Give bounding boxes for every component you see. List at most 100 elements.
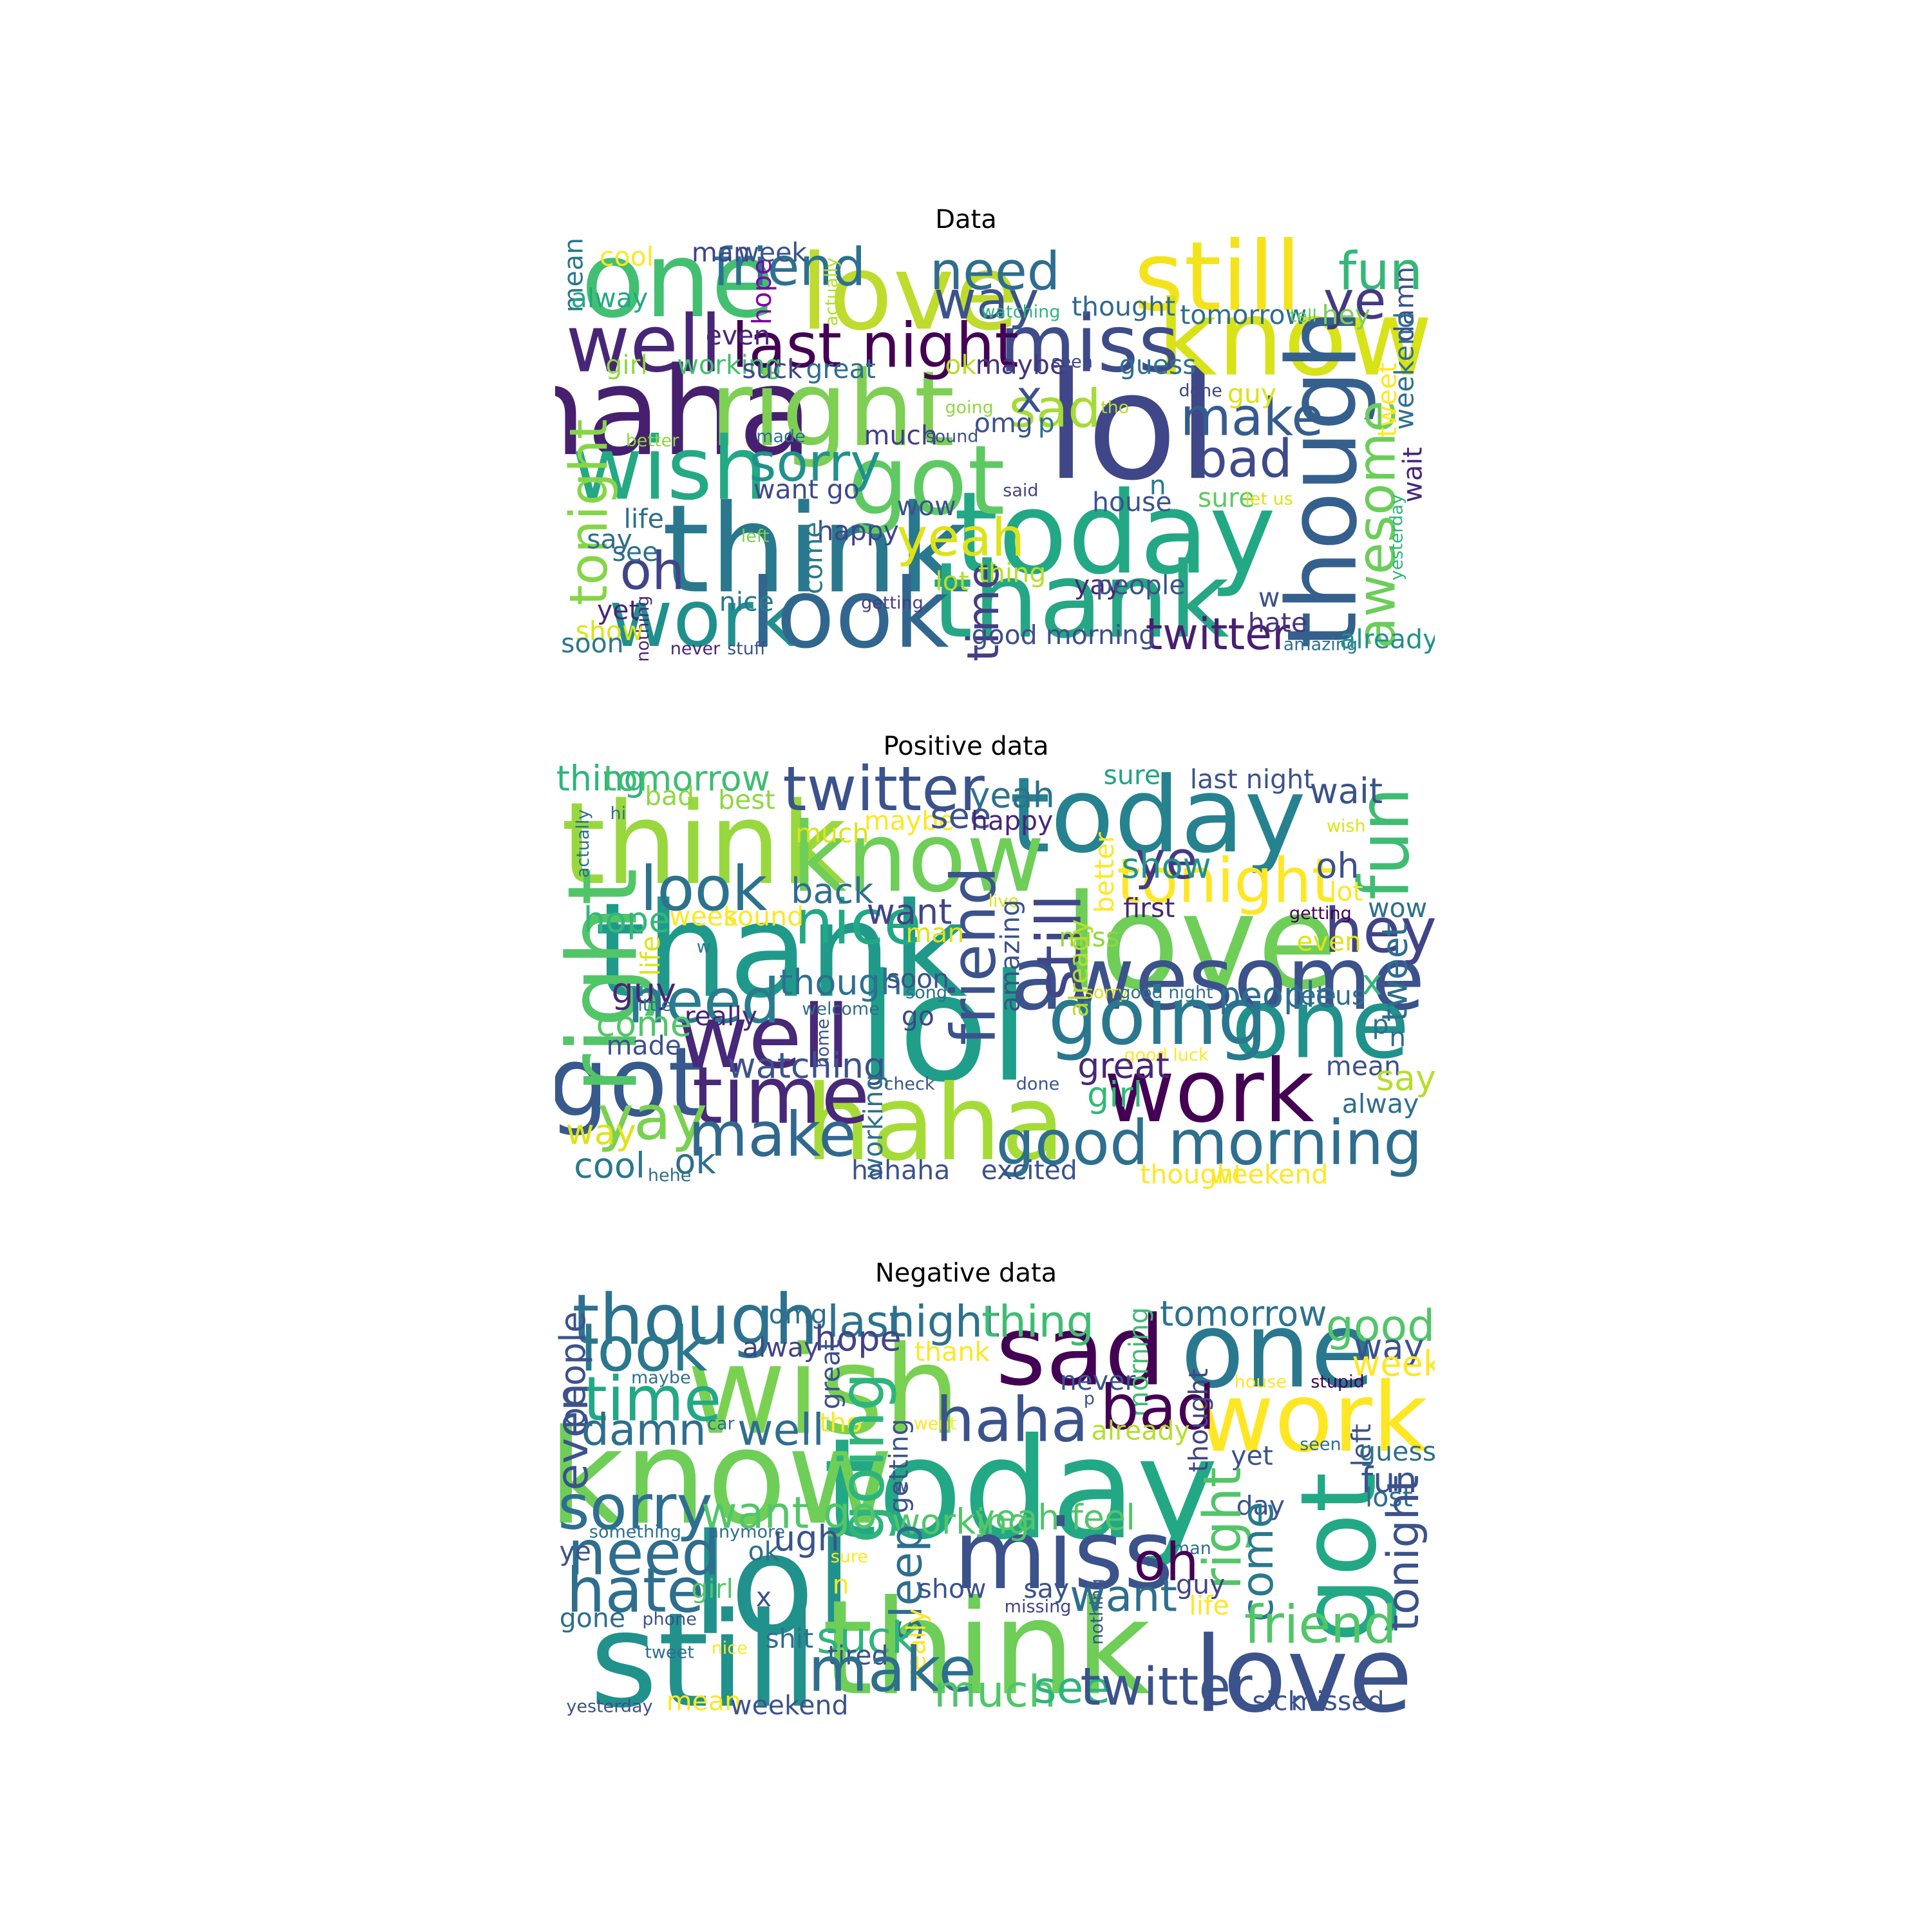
word-time: time: [692, 1050, 870, 1142]
word-sorry: sorry: [749, 433, 881, 493]
word-p: p: [1372, 1009, 1388, 1040]
word-well: well: [737, 1405, 824, 1455]
word-already: already: [1092, 1416, 1190, 1446]
word-wait: wait: [1310, 771, 1383, 811]
word-tomorrow: tomorrow: [1180, 299, 1307, 330]
word-last: last: [827, 1296, 906, 1347]
word-think: think: [662, 478, 969, 620]
word-hey: hey: [1324, 896, 1435, 967]
word-happy: happy: [971, 806, 1053, 837]
word-people: people: [1096, 570, 1186, 601]
word-twitter: twitter: [782, 761, 985, 825]
word-right: right: [1193, 1467, 1253, 1589]
word-yeah: yeah: [969, 775, 1055, 815]
word-tomorrow: tomorrow: [603, 761, 770, 799]
word-got: got: [848, 426, 1005, 537]
word-tweet: tweet: [1375, 923, 1416, 1022]
word-time: time: [958, 563, 1009, 662]
word-thank: thank: [594, 875, 967, 1027]
word-weekend: weekend: [1210, 1159, 1329, 1190]
word-way: way: [1354, 1327, 1424, 1367]
word-something: something: [589, 1522, 681, 1542]
word-make: make: [1180, 387, 1323, 448]
word-really: really: [900, 1609, 931, 1681]
word-house: house: [1092, 487, 1172, 518]
word-tho: tho: [819, 1407, 862, 1438]
word-yesterday: yesterday: [566, 1697, 652, 1717]
word-made: made: [607, 1030, 681, 1061]
word-n: n: [1389, 1021, 1406, 1052]
word-see: see: [1034, 1663, 1110, 1714]
word-love: love: [1063, 866, 1338, 1018]
word-nothing: nothing: [1087, 1578, 1107, 1645]
word-ugh: ugh: [773, 1518, 840, 1558]
word-fun: fun: [1345, 787, 1425, 900]
word-way: way: [566, 1112, 636, 1153]
word-love: love: [800, 234, 1019, 354]
word-time: time: [583, 1364, 722, 1435]
word-week: week: [1352, 1343, 1435, 1384]
word-wish: wish: [1327, 816, 1366, 836]
word-got: got: [1279, 1472, 1400, 1643]
word-awesome: awesome: [1347, 401, 1407, 649]
word-wow: wow: [1368, 893, 1427, 923]
word-lot: lot: [935, 565, 969, 596]
word-good-luck: good luck: [1124, 1045, 1209, 1065]
word-watching: watching: [981, 302, 1060, 322]
word-wish: wish: [572, 418, 768, 519]
word-cool: cool: [600, 241, 654, 272]
word-sound: sound: [724, 901, 804, 932]
word-alway: alway: [571, 283, 648, 314]
word-better: better: [626, 431, 680, 451]
word-thing: thing: [556, 761, 646, 799]
word-one: one: [581, 234, 775, 341]
word-shit: shit: [765, 1624, 813, 1654]
word-going: going: [827, 1372, 898, 1543]
word-car: car: [707, 1414, 735, 1434]
word-p: p: [1038, 408, 1055, 439]
word-sure: sure: [1104, 761, 1161, 790]
word-tonight: tonight: [1378, 1475, 1429, 1631]
word-love: love: [1194, 1615, 1413, 1727]
word-x: x: [756, 1582, 772, 1613]
word-want: want: [867, 891, 952, 932]
word-home: home: [813, 1019, 833, 1068]
word-bad: bad: [645, 781, 694, 811]
word-ye: ye: [1323, 270, 1387, 331]
word-excited: excited: [981, 1155, 1077, 1186]
word-sorry: sorry: [558, 1472, 712, 1543]
word-maybe: maybe: [631, 1368, 691, 1388]
word-alway: alway: [743, 1332, 819, 1363]
word-omg: omg: [769, 1299, 828, 1330]
word-already: already: [1063, 919, 1094, 1018]
word-fun: fun: [1338, 242, 1423, 302]
word-omg: omg: [974, 408, 1033, 439]
word-left: left: [741, 527, 770, 547]
word-thank: thank: [914, 1336, 990, 1367]
word-tho: tho: [1101, 397, 1129, 417]
word-people: people: [1218, 974, 1336, 1015]
word-yeah: yeah: [896, 508, 1025, 569]
word-mean: mean: [558, 238, 589, 312]
word-make: make: [688, 1099, 857, 1170]
word-sad: sad: [1009, 379, 1101, 439]
word-man: man: [1173, 1539, 1211, 1558]
word-amazing: amazing: [995, 900, 1026, 1012]
word-soon: soon: [887, 963, 950, 994]
word-good-morning: good morning: [996, 1108, 1422, 1179]
word-know: know: [1157, 278, 1432, 399]
word-wish: wish: [687, 1320, 960, 1462]
word-hi: hi: [610, 804, 626, 824]
word-today: today: [823, 1408, 1218, 1570]
word-yet: yet: [1231, 1440, 1273, 1471]
word-working: working: [677, 349, 782, 380]
word-oh: oh: [620, 541, 685, 601]
word-today: today: [1009, 761, 1306, 876]
word-show: show: [918, 1573, 987, 1604]
word-still: still: [590, 1585, 819, 1727]
wordcloud-data: lol hahaloverightthinktodaythank stillknow…: [555, 234, 1435, 674]
word-good: good: [1326, 1301, 1435, 1352]
word-twitter: twitter: [1080, 1657, 1253, 1718]
word-cool: cool: [574, 1145, 645, 1186]
word-one: one: [1180, 1291, 1374, 1412]
